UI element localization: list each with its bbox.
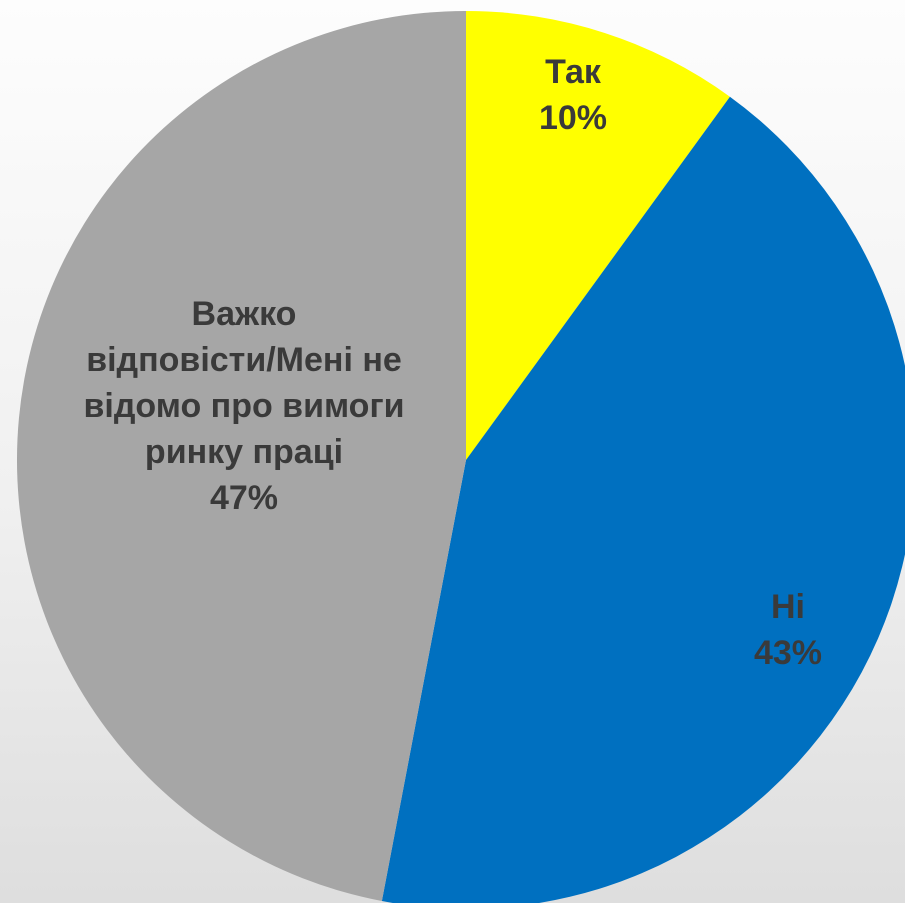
- slice-3-category-label-line-3: відомо про вимоги: [83, 387, 404, 425]
- pie-slice-1: [466, 11, 730, 460]
- slice-3-category-label-line-2: відповісти/Мені не: [86, 341, 402, 379]
- slice-3-category-label-line-1: Важко: [192, 295, 297, 333]
- slice-3-value-label: 47%: [210, 479, 278, 517]
- slice-1-category-label-line-1: Так: [545, 53, 602, 91]
- pie-slices: [16, 10, 905, 903]
- slice-2-category-label-line-1: Ні: [771, 588, 805, 626]
- slice-2-value-label: 43%: [754, 634, 822, 672]
- slice-1-value-label: 10%: [539, 99, 607, 137]
- pie-slice-3: [16, 10, 466, 902]
- slice-3-category-label-line-4: ринку праці: [145, 433, 343, 471]
- pie-labels: Так 10% Ні 43% Важко відповісти/Мені не відомо…: [83, 53, 822, 672]
- pie-slice-2: [381, 96, 905, 903]
